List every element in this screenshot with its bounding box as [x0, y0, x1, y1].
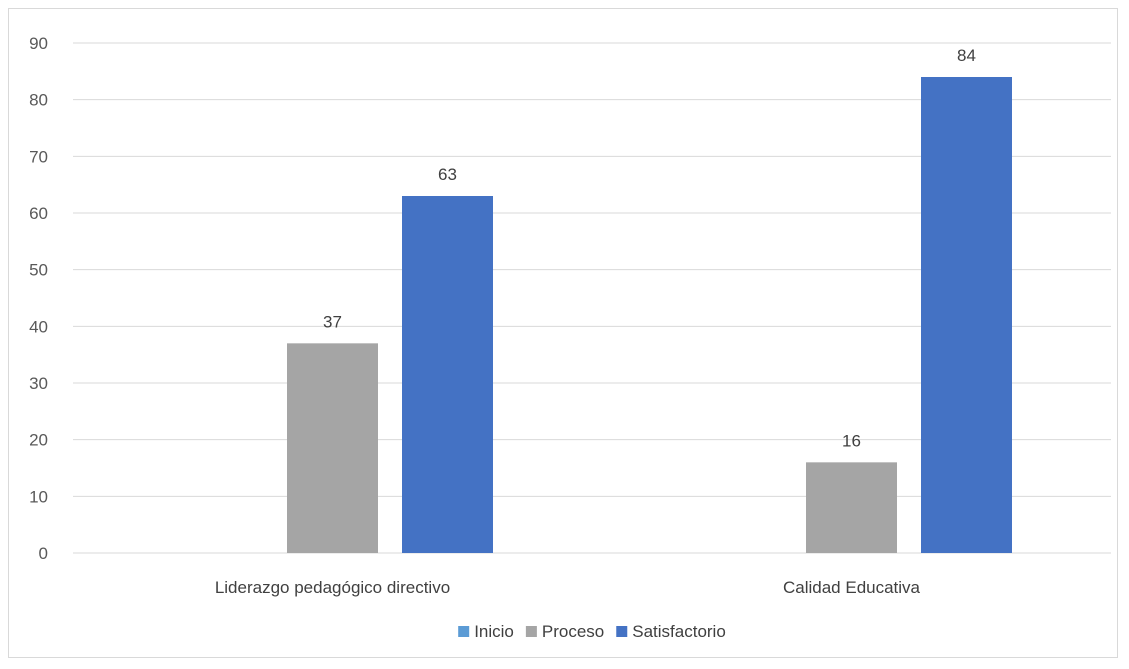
data-label: 63 [438, 165, 457, 184]
bar-proceso [806, 462, 897, 553]
bar-satisfactorio [921, 77, 1012, 553]
bar-proceso [287, 343, 378, 553]
legend-label: Proceso [542, 622, 604, 641]
data-label: 16 [842, 431, 861, 450]
y-tick-label: 70 [29, 147, 48, 166]
legend-swatch-inicio [458, 626, 470, 637]
legend-label: Satisfactorio [632, 622, 726, 641]
legend-label: Inicio [474, 622, 514, 641]
data-label: 37 [323, 312, 342, 331]
y-tick-label: 90 [29, 34, 48, 53]
y-tick-label: 30 [29, 374, 48, 393]
y-tick-label: 0 [39, 544, 48, 563]
x-category-label: Liderazgo pedagógico directivo [215, 578, 450, 597]
legend-swatch-satisfactorio [616, 626, 628, 637]
y-tick-label: 10 [29, 487, 48, 506]
x-category-label: Calidad Educativa [783, 578, 921, 597]
y-tick-label: 80 [29, 91, 48, 110]
y-tick-label: 20 [29, 431, 48, 450]
y-tick-label: 40 [29, 317, 48, 336]
data-label: 84 [957, 46, 976, 65]
bar-satisfactorio [402, 196, 493, 553]
legend-swatch-proceso [525, 626, 537, 637]
y-tick-label: 50 [29, 261, 48, 280]
y-tick-label: 60 [29, 204, 48, 223]
